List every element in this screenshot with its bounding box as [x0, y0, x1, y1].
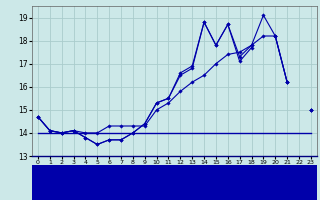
X-axis label: Graphe des températures (°C): Graphe des températures (°C) — [98, 168, 251, 177]
